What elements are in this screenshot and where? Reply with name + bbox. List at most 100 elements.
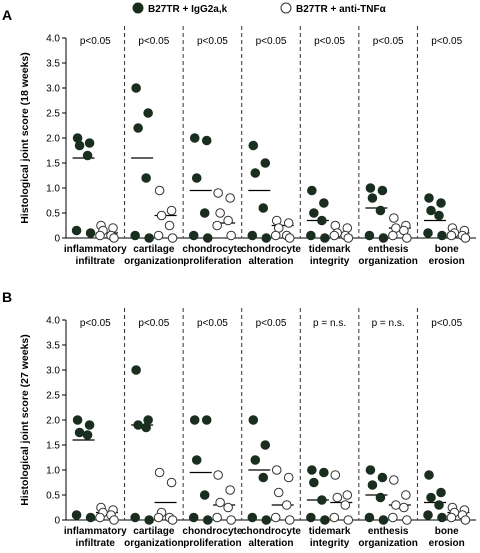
category-label-line2: alteration <box>248 538 293 548</box>
legend-label-0: B27TR + IgG2a,k <box>148 4 228 15</box>
p-value-label: p<0.05 <box>431 36 462 47</box>
p-value-label: p<0.05 <box>138 318 169 329</box>
data-point-igg <box>250 455 261 465</box>
data-point-igg <box>258 203 269 213</box>
data-point-igg <box>436 487 446 498</box>
data-point-igg <box>426 492 436 503</box>
category-label-line2: infiltrate <box>76 256 116 267</box>
data-point-igg <box>188 230 199 241</box>
p-value-label: p<0.05 <box>197 36 228 47</box>
data-point-igg <box>248 415 259 425</box>
category-label-line1: inflammatory <box>64 526 127 537</box>
y-tick-label: 2.5 <box>46 109 60 120</box>
data-point-igg <box>365 465 376 475</box>
category-label-line1: chondrocyte <box>241 526 301 537</box>
data-point-igg <box>378 233 389 243</box>
data-point-anti-tnf <box>95 230 105 241</box>
p-value-label: p<0.05 <box>138 36 169 47</box>
data-point-igg <box>144 233 154 243</box>
data-point-anti-tnf <box>330 470 341 480</box>
data-point-igg <box>423 510 433 520</box>
y-tick-label: 3.0 <box>46 84 60 95</box>
legend-marker-0 <box>132 2 144 14</box>
data-point-igg <box>261 233 272 243</box>
p-value-label: p<0.05 <box>256 318 287 329</box>
data-point-igg <box>201 415 212 425</box>
data-point-igg <box>141 422 151 433</box>
data-point-igg <box>141 173 151 183</box>
data-point-anti-tnf <box>446 512 457 523</box>
data-point-igg <box>317 215 327 226</box>
data-point-igg <box>189 415 200 425</box>
data-point-anti-tnf <box>273 487 284 498</box>
data-point-anti-tnf <box>109 515 119 525</box>
data-point-igg <box>375 205 386 216</box>
legend: B27TR + IgG2a,k B27TR + anti-TNFα <box>132 2 387 15</box>
data-point-anti-tnf <box>212 220 222 231</box>
y-tick-label: 3.5 <box>46 59 60 70</box>
data-point-anti-tnf <box>226 230 236 241</box>
data-point-igg <box>143 108 153 118</box>
data-point-igg <box>72 415 83 425</box>
data-point-igg <box>260 158 271 168</box>
category-label-line2: integrity <box>310 538 350 548</box>
data-point-igg <box>317 495 327 505</box>
p-value-label: p<0.05 <box>197 318 228 329</box>
y-tick-label: 0.5 <box>46 209 60 220</box>
data-point-igg <box>84 138 95 148</box>
y-tick-label: 4.0 <box>46 34 60 45</box>
data-point-igg <box>306 230 316 241</box>
data-point-igg <box>189 133 200 143</box>
data-point-igg <box>202 515 213 525</box>
y-tick-label: 2.0 <box>46 134 60 145</box>
data-point-igg <box>130 230 140 241</box>
data-point-anti-tnf <box>215 208 225 218</box>
data-point-igg <box>71 510 82 520</box>
data-point-anti-tnf <box>402 233 412 243</box>
panel-letter: A <box>2 7 12 23</box>
data-point-anti-tnf <box>167 515 178 525</box>
data-point-igg <box>319 198 329 208</box>
data-point-igg <box>131 83 141 93</box>
category-label-line2: organization <box>358 538 417 548</box>
data-point-igg <box>82 430 93 440</box>
data-point-anti-tnf <box>156 210 167 221</box>
data-point-igg <box>85 512 96 523</box>
data-point-anti-tnf <box>153 512 164 523</box>
data-point-anti-tnf <box>283 472 294 483</box>
data-point-anti-tnf <box>284 233 295 243</box>
data-point-igg <box>375 492 386 503</box>
panel-A: A Histological joint score (18 weeks) 0 0.5… <box>2 7 476 267</box>
data-point-anti-tnf <box>270 230 281 241</box>
p-value-label: p = n.s. <box>372 318 405 329</box>
data-point-igg <box>367 480 378 490</box>
category-label-line2: organization <box>358 256 417 267</box>
data-point-igg <box>377 472 388 483</box>
data-point-igg <box>434 210 444 221</box>
data-point-igg <box>320 233 330 243</box>
data-point-igg <box>367 193 378 203</box>
data-point-anti-tnf <box>164 220 175 231</box>
data-point-anti-tnf <box>212 512 222 523</box>
data-point-anti-tnf <box>460 233 471 243</box>
data-point-anti-tnf <box>340 500 351 510</box>
data-point-anti-tnf <box>329 512 340 523</box>
data-point-anti-tnf <box>213 188 223 198</box>
category-label-line2: organization <box>124 538 183 548</box>
data-point-igg <box>247 230 258 241</box>
data-point-anti-tnf <box>271 465 282 475</box>
data-point-igg <box>437 230 447 241</box>
p-value-label: p<0.05 <box>256 36 287 47</box>
category-label-line2: organization <box>124 256 183 267</box>
data-point-igg <box>130 512 140 523</box>
y-tick-label: 3.0 <box>46 366 60 377</box>
p-value-label: p<0.05 <box>314 36 345 47</box>
data-point-igg <box>131 365 141 375</box>
y-tick-label: 1.0 <box>46 184 60 195</box>
data-point-anti-tnf <box>402 515 412 525</box>
category-label-line1: tidemark <box>309 244 351 255</box>
